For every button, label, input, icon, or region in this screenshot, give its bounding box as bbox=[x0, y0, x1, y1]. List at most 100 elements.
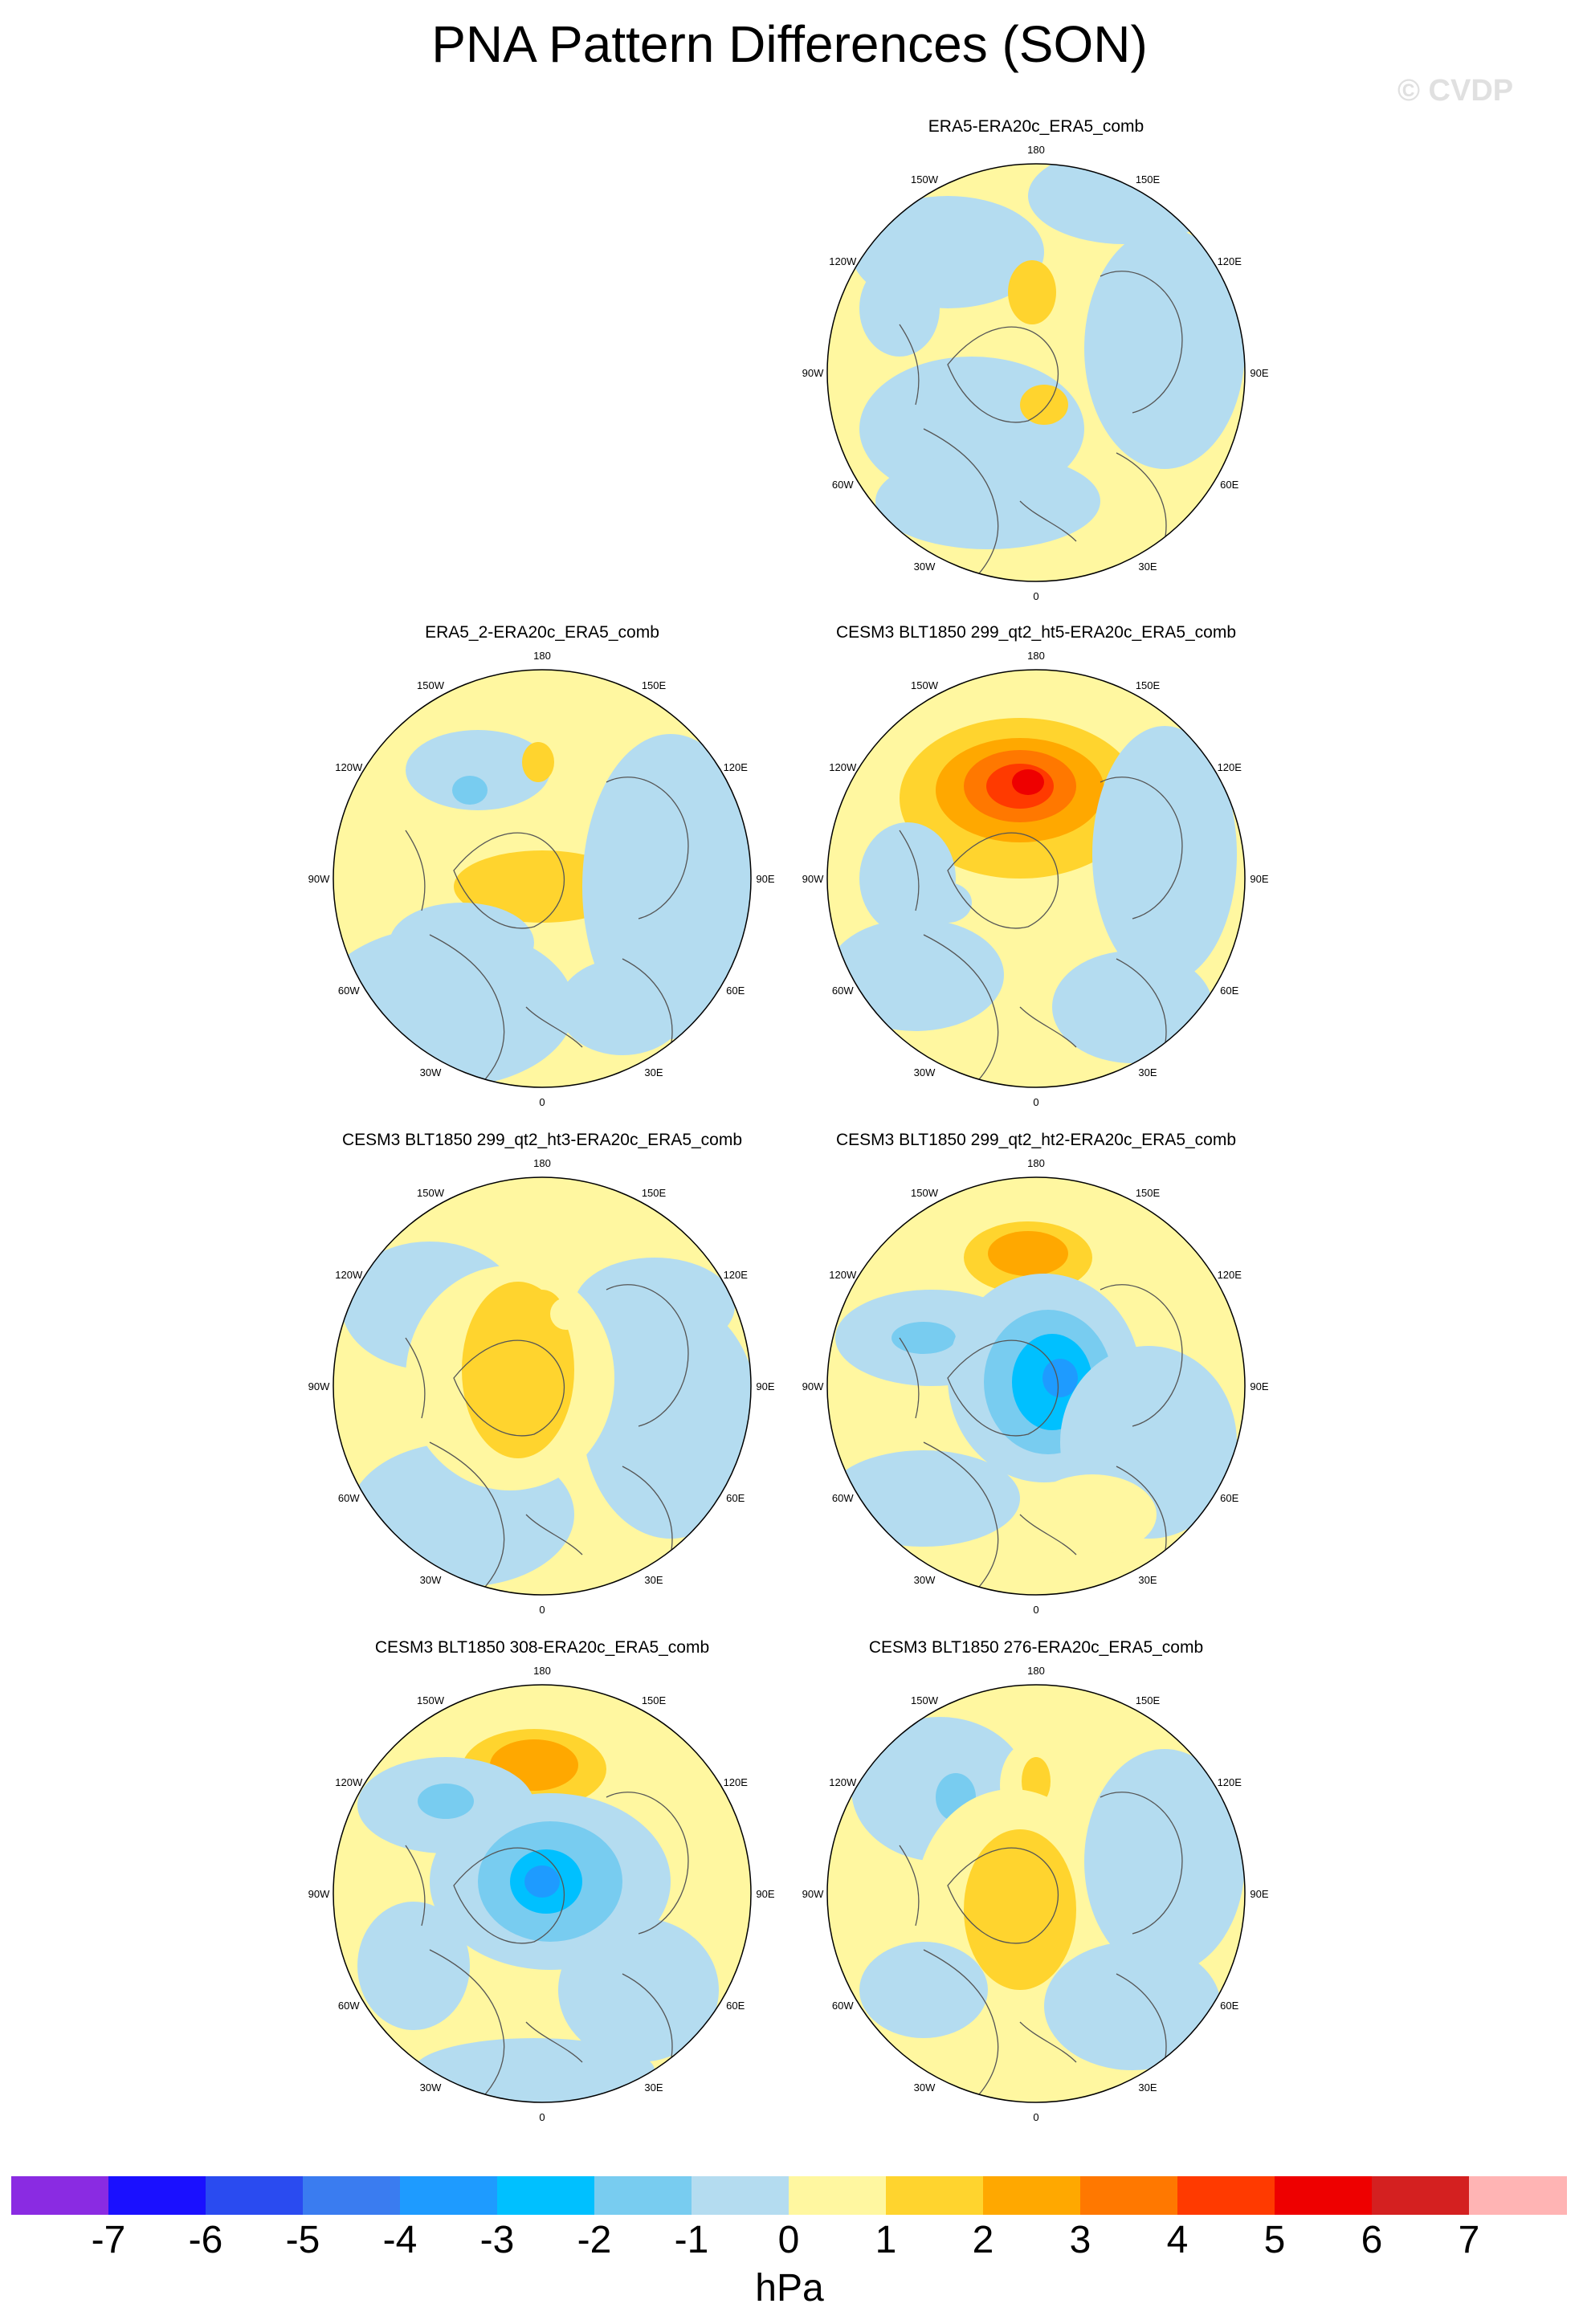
polar-map: 180 150E 120E 90E 60E 30E 0 30W 60W 90W 120W 150W bbox=[308, 1157, 775, 1616]
contour-region bbox=[827, 1450, 1020, 1547]
longitude-label: 30E bbox=[644, 2081, 663, 2094]
coastline bbox=[429, 1949, 505, 2102]
longitude-label: 180 bbox=[1027, 1665, 1045, 1677]
longitude-label: 120E bbox=[1218, 1776, 1242, 1788]
coastline bbox=[525, 1514, 583, 1555]
panel-1: ERA5-ERA20c_ERA5_comb 180 150E 120E 90E 60E 3… bbox=[795, 117, 1277, 615]
longitude-label: 0 bbox=[539, 1604, 545, 1616]
colorbar-tick-label: 3 bbox=[1069, 2219, 1091, 2261]
colorbar-swatch bbox=[886, 2176, 984, 2215]
polar-map: 180 150E 120E 90E 60E 30E 0 30W 60W 90W 120W 150W bbox=[802, 1665, 1269, 2123]
longitude-label: 60E bbox=[1220, 2000, 1238, 2012]
longitude-label: 30W bbox=[420, 1066, 442, 1078]
colorbar-tick-label: 0 bbox=[777, 2219, 800, 2261]
coastline bbox=[923, 428, 999, 581]
contour-region bbox=[859, 260, 940, 357]
watermark: © CVDP bbox=[1397, 74, 1514, 108]
contour-region bbox=[1084, 228, 1245, 469]
longitude-label: 150W bbox=[911, 679, 939, 691]
colorbar-swatch bbox=[1177, 2176, 1275, 2215]
longitude-label: 150E bbox=[642, 1187, 667, 1199]
contour-region bbox=[1042, 1359, 1078, 1397]
longitude-label: 120W bbox=[335, 1269, 363, 1281]
longitude-label: 90W bbox=[802, 1380, 824, 1392]
coastline bbox=[606, 1284, 689, 1427]
longitude-label: 60W bbox=[832, 479, 854, 491]
longitude-label: 150W bbox=[911, 1187, 939, 1199]
longitude-label: 60W bbox=[338, 985, 360, 997]
longitude-label: 90W bbox=[308, 873, 330, 885]
polar-map: 180 150E 120E 90E 60E 30E 0 30W 60W 90W 120W 150W bbox=[802, 1157, 1269, 1616]
longitude-label: 60E bbox=[1220, 479, 1238, 491]
longitude-label: 180 bbox=[1027, 144, 1045, 156]
longitude-label: 30W bbox=[914, 561, 936, 573]
colorbar-tick-label: -3 bbox=[479, 2219, 515, 2261]
colorbar-tick-label: -4 bbox=[382, 2219, 418, 2261]
coastline bbox=[453, 832, 565, 929]
longitude-label: 150E bbox=[642, 1694, 667, 1706]
map-border bbox=[826, 1176, 1246, 1596]
panel-title: CESM3 BLT1850 276-ERA20c_ERA5_comb bbox=[868, 1638, 1204, 1657]
contour-region bbox=[582, 1298, 751, 1539]
contour-region bbox=[414, 2038, 655, 2102]
longitude-label: 30E bbox=[1138, 2081, 1157, 2094]
longitude-label: 90W bbox=[802, 1888, 824, 1900]
colorbar-swatch bbox=[206, 2176, 304, 2215]
panel-4: CESM3 BLT1850 299_qt2_ht3-ERA20c_ERA5_co… bbox=[301, 1131, 783, 1629]
coastline bbox=[1100, 1792, 1183, 1935]
coastline bbox=[1116, 452, 1167, 542]
longitude-label: 180 bbox=[533, 650, 551, 662]
map-border bbox=[826, 669, 1246, 1088]
colorbar-swatch bbox=[1469, 2176, 1567, 2215]
longitude-label: 180 bbox=[1027, 650, 1045, 662]
colorbar-tick-label: -2 bbox=[577, 2219, 612, 2261]
longitude-label: 60W bbox=[832, 2000, 854, 2012]
longitude-label: 120W bbox=[829, 761, 857, 773]
colorbar-swatch bbox=[108, 2176, 206, 2215]
contour-region bbox=[1008, 260, 1056, 324]
map-border bbox=[333, 1176, 752, 1596]
map-border bbox=[826, 163, 1246, 582]
coastline bbox=[1019, 500, 1077, 542]
contour-region bbox=[1028, 1474, 1157, 1555]
coastline bbox=[525, 1006, 583, 1048]
longitude-label: 180 bbox=[1027, 1157, 1045, 1169]
contour-region bbox=[1012, 769, 1044, 795]
longitude-label: 0 bbox=[539, 2111, 545, 2123]
colorbar-tick-label: -6 bbox=[188, 2219, 223, 2261]
colorbar bbox=[11, 2176, 1567, 2215]
coastline bbox=[453, 1339, 565, 1437]
colorbar-tick-label: 1 bbox=[875, 2219, 897, 2261]
longitude-label: 60E bbox=[1220, 985, 1238, 997]
coastline bbox=[405, 1337, 426, 1419]
longitude-label: 60W bbox=[832, 1492, 854, 1504]
coastline bbox=[1100, 1284, 1183, 1427]
colorbar-swatch bbox=[983, 2176, 1081, 2215]
longitude-label: 60W bbox=[338, 2000, 360, 2012]
colorbar-swatch bbox=[692, 2176, 790, 2215]
longitude-label: 60E bbox=[726, 1492, 745, 1504]
longitude-label: 150W bbox=[417, 1694, 445, 1706]
panel-title: CESM3 BLT1850 299_qt2_ht5-ERA20c_ERA5_co… bbox=[835, 623, 1237, 642]
longitude-label: 90W bbox=[802, 367, 824, 379]
contour-region bbox=[558, 959, 687, 1055]
contour-region bbox=[1020, 385, 1068, 425]
colorbar-tick-label: -5 bbox=[285, 2219, 320, 2261]
longitude-label: 90W bbox=[308, 1888, 330, 1900]
contour-region bbox=[1044, 1942, 1221, 2070]
longitude-label: 0 bbox=[1033, 1604, 1038, 1616]
panel-title: ERA5_2-ERA20c_ERA5_comb bbox=[425, 623, 659, 642]
coastline bbox=[1116, 1466, 1167, 1555]
longitude-label: 150E bbox=[1136, 1694, 1161, 1706]
coastline bbox=[899, 1845, 920, 1926]
coastline bbox=[1100, 271, 1183, 414]
contour-region bbox=[357, 1902, 470, 2030]
panel-title: ERA5-ERA20c_ERA5_comb bbox=[928, 117, 1144, 136]
colorbar-swatch bbox=[11, 2176, 109, 2215]
colorbar-swatch bbox=[1080, 2176, 1178, 2215]
panel-title: CESM3 BLT1850 299_qt2_ht3-ERA20c_ERA5_co… bbox=[341, 1131, 743, 1149]
coastline bbox=[1100, 777, 1183, 919]
contour-region bbox=[558, 1918, 719, 2062]
colorbar-swatch bbox=[1275, 2176, 1373, 2215]
coastline bbox=[405, 1845, 426, 1926]
